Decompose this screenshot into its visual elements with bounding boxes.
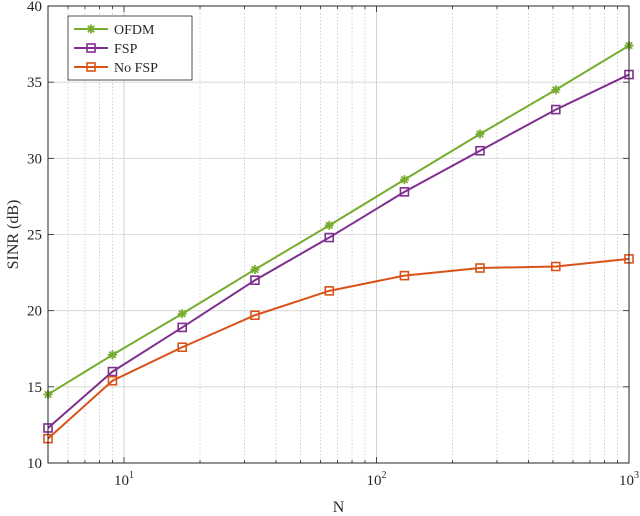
legend-label: FSP (114, 42, 138, 57)
legend-item-no-fsp: No FSP (74, 61, 158, 76)
y-tick-label: 30 (27, 151, 42, 167)
data-point-fsp (177, 322, 187, 333)
data-point-ofdm (107, 350, 117, 360)
y-tick-label: 25 (27, 228, 42, 244)
data-point-fsp (107, 366, 118, 377)
legend: OFDM FSP No FSP (67, 15, 193, 81)
data-point-fsp (475, 145, 485, 156)
y-tick-label: 35 (27, 75, 42, 91)
y-tick-label: 20 (27, 304, 42, 320)
x-tick-base: 10 (114, 473, 129, 489)
data-point-fsp (551, 104, 561, 115)
y-tick-label: 15 (27, 380, 42, 396)
x-tick-base: 10 (367, 473, 382, 489)
legend-swatch-marker (86, 43, 96, 53)
data-point-ofdm (551, 85, 561, 95)
series-no-fsp (43, 254, 634, 444)
data-point-no-fsp (399, 270, 410, 281)
series-layer (43, 41, 634, 444)
x-tick-base: 10 (619, 473, 634, 489)
data-point-ofdm (475, 129, 485, 139)
x-tick-label: 103 (619, 470, 639, 489)
ticks (47, 5, 630, 464)
x-tick-exponent: 3 (634, 470, 639, 481)
data-point-fsp (324, 232, 335, 243)
legend-swatch-marker (86, 62, 96, 72)
x-tick-label: 102 (367, 470, 387, 489)
data-point-fsp (250, 275, 260, 286)
x-tick-exponent: 1 (129, 470, 134, 481)
y-tick-label: 10 (27, 456, 42, 472)
series-fsp (43, 69, 634, 433)
data-point-no-fsp (250, 310, 260, 321)
x-axis-label: N (333, 499, 345, 516)
y-tick-label: 40 (27, 0, 42, 15)
data-point-no-fsp (107, 375, 118, 386)
series-line-ofdm (47, 44, 630, 396)
series-line-fsp (47, 73, 630, 429)
y-axis-label: SINR (dB) (5, 200, 22, 270)
data-point-no-fsp (177, 342, 187, 353)
data-point-no-fsp (475, 263, 485, 273)
legend-label: OFDM (114, 23, 155, 38)
legend-swatch-marker (86, 24, 96, 34)
series-ofdm (43, 41, 634, 399)
data-point-ofdm (324, 220, 334, 230)
x-tick-exponent: 2 (382, 470, 387, 481)
x-tick-label: 101 (114, 470, 134, 489)
data-point-fsp (399, 187, 410, 197)
data-point-ofdm (399, 175, 409, 185)
legend-item-ofdm: OFDM (74, 23, 155, 38)
series-line-no-fsp (47, 257, 630, 440)
data-point-ofdm (250, 265, 260, 275)
legend-label: No FSP (114, 61, 158, 76)
data-point-no-fsp (551, 261, 561, 272)
data-point-ofdm (177, 309, 187, 319)
data-point-no-fsp (324, 286, 335, 296)
legend-item-fsp: FSP (74, 42, 138, 57)
